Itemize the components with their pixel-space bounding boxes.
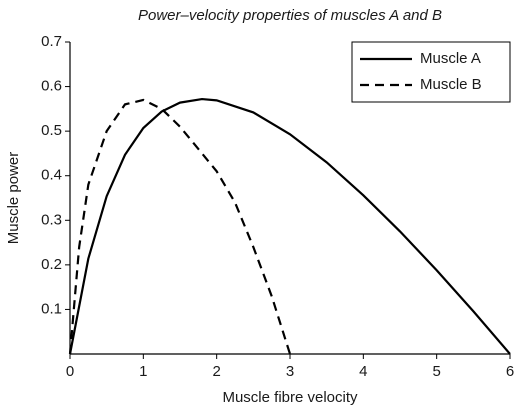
y-tick-label: 0.5: [41, 122, 62, 139]
y-axis-label: Muscle power: [5, 152, 22, 245]
x-tick-label: 6: [506, 363, 514, 380]
y-tick-label: 0.1: [41, 300, 62, 317]
legend-label: Muscle A: [420, 50, 481, 67]
line-series: [68, 98, 292, 355]
y-tick-label: 0.7: [41, 33, 62, 50]
legend-label: Muscle B: [420, 76, 482, 93]
y-tick-label: 0.6: [41, 78, 62, 95]
x-tick-label: 4: [359, 363, 367, 380]
x-tick-label: 3: [286, 363, 294, 380]
x-tick-label: 1: [139, 363, 147, 380]
legend-box: [351, 41, 511, 103]
x-tick-label: 0: [66, 363, 74, 380]
y-tick-label: 0.2: [41, 256, 62, 273]
y-tick-label: 0.4: [41, 167, 62, 184]
y-tick-label: 0.3: [41, 211, 62, 228]
x-tick-label: 2: [212, 363, 220, 380]
x-axis-label: Muscle fibre velocity: [222, 389, 358, 406]
chart-title: Power–velocity properties of muscles A a…: [138, 7, 442, 24]
line-series: [68, 97, 511, 355]
x-tick-label: 5: [432, 363, 440, 380]
